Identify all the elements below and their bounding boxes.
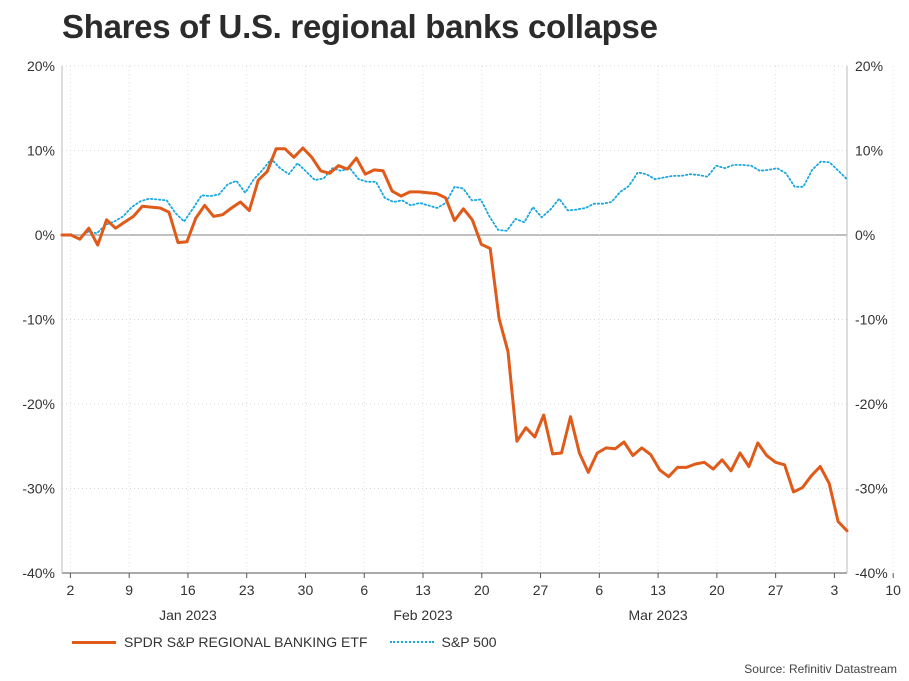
x-axis-labels: 291623306132027613202731017241Jan 2023Fe… <box>66 582 901 623</box>
x-tick-label: 3 <box>831 582 839 598</box>
x-tick-label: 13 <box>415 582 431 598</box>
month-label: Jan 2023 <box>159 607 217 623</box>
y-tick-label-right: 20% <box>855 58 883 74</box>
series-line-regional-banks <box>60 146 849 533</box>
x-tick-label: 27 <box>768 582 784 598</box>
y-tick-label-right: -20% <box>855 396 888 412</box>
x-tick-label: 20 <box>709 582 725 598</box>
legend-swatch-dotted <box>389 641 434 643</box>
y-tick-label-left: 10% <box>27 143 55 159</box>
x-tick-label: 20 <box>474 582 490 598</box>
series-lines <box>60 146 849 533</box>
gridlines <box>62 65 894 573</box>
x-tick-label: 6 <box>595 582 603 598</box>
x-tick-label: 13 <box>650 582 666 598</box>
legend-item-regional-banks: SPDR S&P REGIONAL BANKING ETF <box>72 634 368 650</box>
y-tick-label-right: -40% <box>855 565 888 581</box>
x-tick-label: 16 <box>180 582 196 598</box>
source-note: Source: Refinitiv Datastream <box>744 662 897 676</box>
x-tick-label: 30 <box>298 582 314 598</box>
y-tick-label-right: -30% <box>855 481 888 497</box>
month-label: Feb 2023 <box>393 607 452 623</box>
series-line-sp500 <box>61 158 848 240</box>
legend-item-sp500: S&P 500 <box>389 634 497 650</box>
legend-swatch-solid <box>72 640 116 644</box>
x-tick-label: 9 <box>125 582 133 598</box>
legend: SPDR S&P REGIONAL BANKING ETF S&P 500 <box>72 634 519 650</box>
y-tick-label-right: -10% <box>855 312 888 328</box>
x-tick-label: 2 <box>66 582 74 598</box>
y-tick-label-left: -30% <box>22 481 55 497</box>
y-tick-label-right: 10% <box>855 143 883 159</box>
y-tick-label-left: 20% <box>27 58 55 74</box>
y-tick-label-left: 0% <box>35 227 55 243</box>
y-tick-label-left: -20% <box>22 396 55 412</box>
x-tick-label: 6 <box>360 582 368 598</box>
month-label: Mar 2023 <box>629 607 688 623</box>
x-tick-label: 10 <box>885 582 901 598</box>
chart-title: Shares of U.S. regional banks collapse <box>62 8 658 45</box>
y-tick-label-left: -40% <box>22 565 55 581</box>
axes <box>61 66 894 578</box>
x-tick-label: 27 <box>533 582 549 598</box>
x-tick-label: 23 <box>239 582 255 598</box>
y-axis-labels: 20% 20% 10% 10% 0% 0% -10% -10% -20% -20% -30% -30%… <box>22 58 887 581</box>
legend-label-regional-banks: SPDR S&P REGIONAL BANKING ETF <box>124 634 368 650</box>
legend-label-sp500: S&P 500 <box>441 634 497 650</box>
y-tick-label-right: 0% <box>855 227 875 243</box>
y-tick-label-left: -10% <box>22 312 55 328</box>
